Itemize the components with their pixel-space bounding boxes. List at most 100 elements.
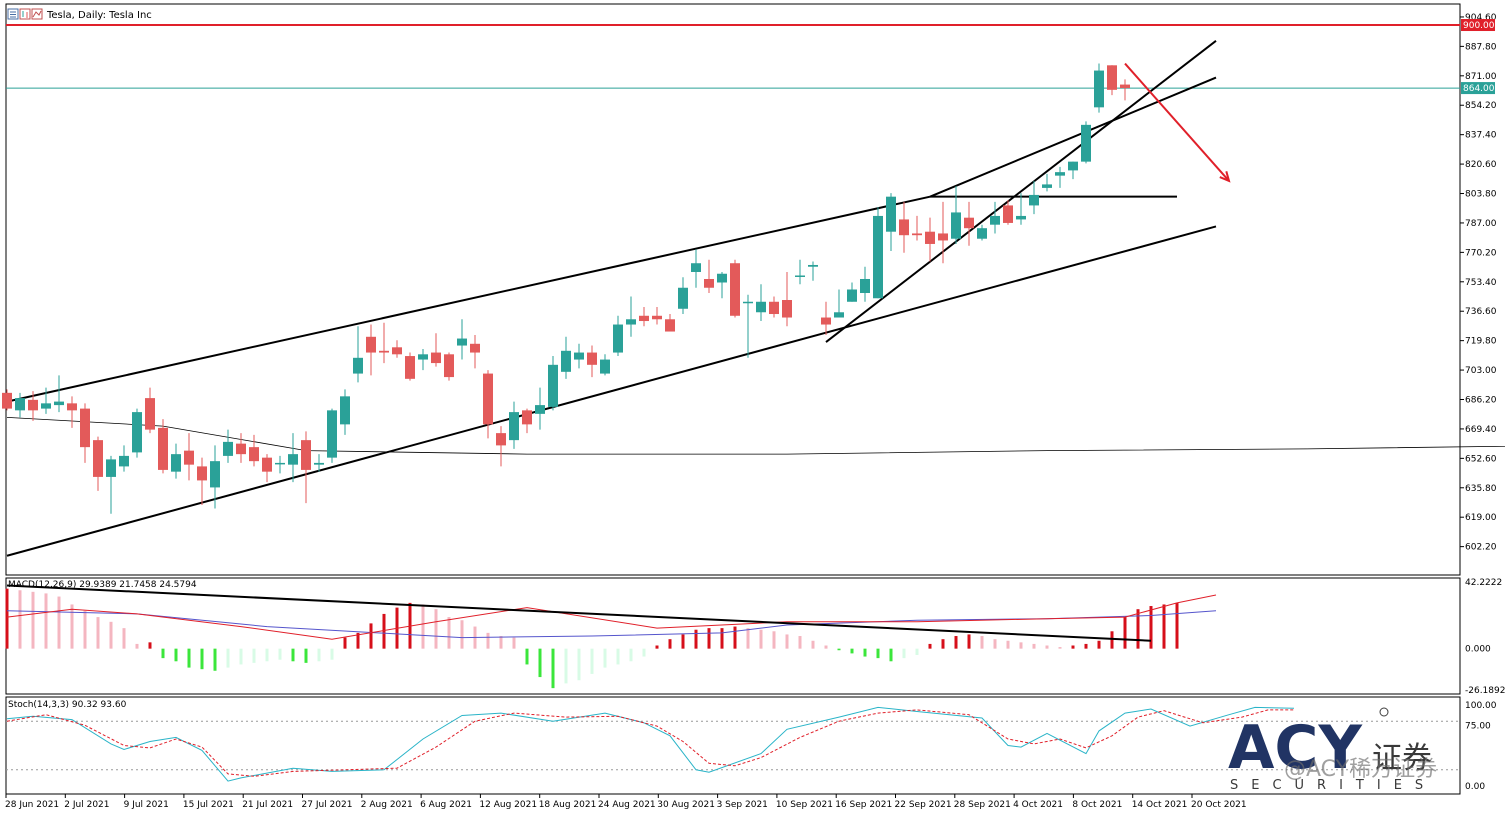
chart-type-icon[interactable]	[19, 8, 31, 20]
candle	[1003, 200, 1013, 225]
candle	[262, 454, 272, 483]
candle-body	[1029, 194, 1039, 206]
candle-body	[886, 196, 896, 232]
macd-histogram-bar	[135, 643, 139, 649]
macd-histogram-bar	[1045, 645, 1049, 649]
candle-body	[483, 373, 493, 425]
candle-body	[1003, 205, 1013, 223]
candle-body	[457, 338, 467, 346]
date-tick-label: 28 Jun 2021	[5, 800, 59, 810]
candle	[249, 434, 259, 467]
date-tick-label: 27 Jul 2021	[302, 800, 353, 810]
header-icons[interactable]	[7, 8, 43, 20]
candle	[405, 352, 415, 381]
candle	[1120, 79, 1130, 101]
macd-label: MACD(12,26,9) 29.9389 21.7458 24.5794	[8, 580, 197, 590]
chart-title: Tesla, Daily: Tesla Inc	[46, 10, 152, 21]
macd-tick-label: 0.000	[1465, 645, 1491, 655]
candle-body	[1120, 84, 1130, 89]
price-tick-label: 854.20	[1465, 101, 1497, 111]
candle-body	[561, 350, 571, 372]
price-tick-label: 820.60	[1465, 160, 1497, 170]
price-tag-bg	[1461, 82, 1495, 95]
macd-histogram-bar	[850, 648, 854, 654]
macd-histogram-bar	[928, 643, 932, 649]
candle-body	[990, 215, 1000, 225]
candle	[418, 349, 428, 371]
candle	[223, 429, 233, 463]
price-tag-bg	[1461, 19, 1495, 32]
macd-histogram-bar	[122, 628, 126, 649]
macd-trendline	[6, 584, 1152, 642]
macd-histogram-bar	[96, 617, 100, 649]
candle-body	[873, 215, 883, 299]
candle	[483, 370, 493, 439]
macd-histogram-bar	[915, 648, 919, 655]
price-tick-label: 904.60	[1465, 13, 1497, 23]
macd-histogram-bar	[447, 617, 451, 649]
registered-icon	[1379, 707, 1389, 717]
candle-body	[600, 359, 610, 374]
macd-histogram-bar	[226, 648, 230, 668]
candle-body	[977, 228, 987, 239]
candle	[613, 315, 623, 357]
price-tick-label: 619.00	[1465, 513, 1497, 523]
candle-body	[548, 364, 558, 407]
date-tick-label: 16 Sep 2021	[835, 800, 892, 810]
macd-tick-label: -26.1892	[1465, 686, 1505, 696]
candle	[665, 314, 675, 332]
candle	[171, 443, 181, 479]
candle-body	[938, 233, 948, 241]
candle	[522, 408, 532, 434]
macd-histogram-bar	[31, 591, 35, 649]
candle-body	[379, 350, 389, 353]
trendline-resistance-upper	[929, 76, 1217, 198]
candle-body	[301, 440, 311, 470]
candle-body	[236, 443, 246, 455]
macd-histogram-bar	[18, 590, 22, 649]
macd-histogram-bar	[720, 628, 724, 649]
candle-body	[639, 315, 649, 322]
candle	[392, 340, 402, 358]
candle	[821, 301, 831, 336]
candle-body	[743, 301, 753, 304]
candle-body	[2, 392, 12, 409]
price-tick-label: 871.00	[1465, 72, 1497, 82]
trendline-support-rising	[825, 39, 1217, 343]
candle	[639, 307, 649, 327]
date-tick-label: 2 Aug 2021	[361, 800, 413, 810]
stoch-label: Stoch(14,3,3) 90.32 93.60	[8, 700, 127, 710]
date-tick-label: 8 Oct 2021	[1072, 800, 1122, 810]
candle	[1042, 173, 1052, 192]
candle-body	[834, 312, 844, 318]
date-tick-label: 15 Jul 2021	[183, 800, 234, 810]
candle-body	[80, 408, 90, 448]
macd-histogram-bar	[668, 639, 672, 649]
candle	[67, 396, 77, 428]
macd-histogram-bar	[1071, 645, 1075, 649]
macd-histogram-bar	[1123, 617, 1127, 649]
price-tick-label: 753.40	[1465, 278, 1497, 288]
candle	[587, 345, 597, 378]
main-pane-frame	[5, 3, 1461, 576]
date-tick-label: 4 Oct 2021	[1013, 800, 1063, 810]
macd-histogram-bar	[902, 648, 906, 659]
macd-histogram-bar	[733, 626, 737, 649]
candle-body	[665, 319, 675, 332]
macd-histogram-bar	[1084, 643, 1088, 649]
candle	[457, 319, 467, 360]
indicator-icon[interactable]	[31, 8, 43, 20]
candle-body	[782, 300, 792, 318]
candle	[1081, 121, 1091, 164]
watermark: ACY 证券 SECURITIES @ACY稀万证券	[1228, 707, 1437, 793]
macd-histogram-bar	[187, 648, 191, 668]
candle-body	[184, 450, 194, 465]
candle	[288, 433, 298, 483]
header: Tesla, Daily: Tesla Inc	[7, 8, 152, 21]
price-tick-label: 652.60	[1465, 454, 1497, 464]
candle	[366, 324, 376, 376]
candle	[925, 217, 935, 262]
macd-histogram-bar	[655, 645, 659, 649]
